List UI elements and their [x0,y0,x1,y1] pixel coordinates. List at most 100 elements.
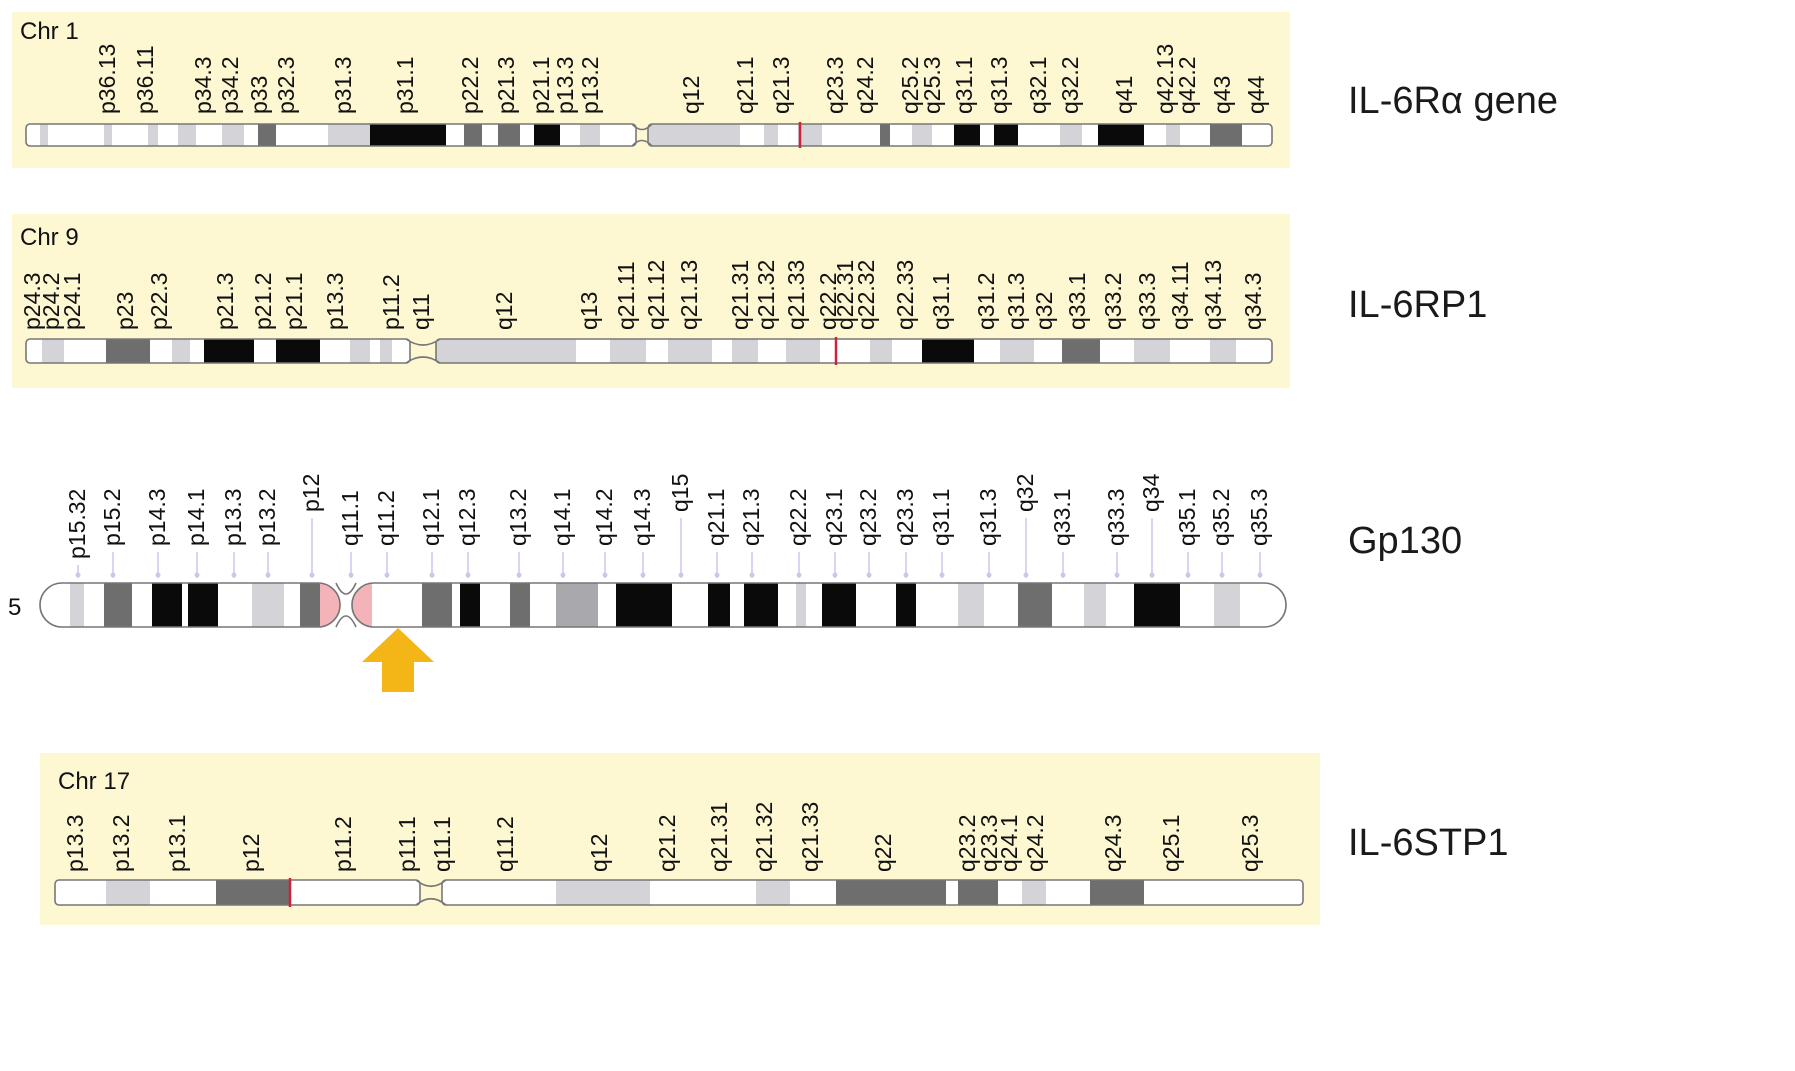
chr5-band-stalk-dot [796,572,802,578]
chr5-band-segment [1018,583,1052,627]
chr5-band-segment [480,583,510,627]
chr1-ideogram [25,122,1273,148]
chr9-band-segment [370,339,380,363]
chr5-band-segment [672,583,708,627]
chr9-band-segment [42,339,64,363]
chr5-band-segment [40,583,70,627]
chr5-band-stalk-dot [866,572,872,578]
chr1-name: Chr 1 [20,18,79,45]
chr1-band-segment [890,124,912,146]
chr1-band-segment [534,124,560,146]
chr5-band-segment [1180,583,1214,627]
chr5-band-stalk-dot [1114,572,1120,578]
chr9-band-segment [190,339,204,363]
chr1-band-segment [258,124,276,146]
chr1-band-segment [954,124,980,146]
chr1-band-segment [580,124,600,146]
chr17-band-segment [946,880,958,905]
chr5-band-stalk-dot [1023,572,1029,578]
chr5-band-segment [958,583,984,627]
chr1-band-segment [798,124,822,146]
chr5-band-stalk-dot [75,572,81,578]
chr9-band-segment [1000,339,1034,363]
chr5-band-segment [84,583,104,627]
chr5-band-segment [806,583,822,627]
chr5-band-segment [1084,583,1106,627]
chr9-band-segment [892,339,922,363]
chr5-band-stalk-dot [348,572,354,578]
chr5-band-segment [70,583,84,627]
chr9-band-segment [922,339,974,363]
chr5-band-segment [984,583,1018,627]
chr17-band-segment [836,880,946,905]
chr17-p-arm-outline [54,879,421,906]
gene-label-il6ra: IL-6Rα gene [1348,80,1558,122]
chr5-band-segment [744,583,778,627]
chr5-band-segment [1240,583,1286,627]
chr1-band-segment [48,124,104,146]
chr9-band-segment [870,339,892,363]
chr9-band-segment [1062,339,1100,363]
chr1-band-segment [244,124,258,146]
chr5-band-stalk-dot [194,572,200,578]
chr17-band-segment [1046,880,1090,905]
chr1-band-segment [498,124,520,146]
chr9-band-segment [1034,339,1062,363]
chr9-band-segment [1210,339,1236,363]
chr5-band-segment [896,583,916,627]
chr1-band-segment [482,124,498,146]
chr9-centromere [405,338,441,364]
chr17-band-segment [756,880,790,905]
chr5-band-segment [352,583,372,627]
chr5-band-segment [778,583,796,627]
chr5-band-segment [452,583,460,627]
chr5-band-segment [556,583,598,627]
chr5-band-stalk-dot [678,572,684,578]
chr5-band-segment [182,583,188,627]
chr5-band-stalk-dot [602,572,608,578]
chr5-band-segment [218,583,252,627]
chr5-band-segment [460,583,480,627]
chr9-band-segment [106,339,150,363]
chr5-band-segment [916,583,958,627]
chr9-band-segment [820,339,870,363]
chr9-band-segment [610,339,646,363]
chr1-p-arm-outline [25,123,637,147]
up-arrow-icon [362,628,434,692]
chr1-centromere [631,123,653,147]
chr5-band-segment [856,583,896,627]
chr9-band-segment [204,339,254,363]
chr9-band-segment [64,339,106,363]
chr9-band-segment [732,339,758,363]
chr1-band-segment [1166,124,1180,146]
chr1-band-segment [778,124,798,146]
chr5-band-stalk-dot [465,572,471,578]
chr1-band-segment [1018,124,1060,146]
chr1-band-segment [40,124,48,146]
chr5-band-stalk-dot [986,572,992,578]
chr1-band-segment [1144,124,1166,146]
chr5-band-segment [300,583,320,627]
chr5-band-stalk-dot [384,572,390,578]
chr1-band-segment [1180,124,1210,146]
chr5-band-segment [132,583,152,627]
chr1-band-segment [222,124,244,146]
chr5-band-stalk-dot [832,572,838,578]
chr5-band-segment [152,583,182,627]
chr5-band-segment [372,583,422,627]
gene-label-il6rp1: IL-6RP1 [1348,284,1488,326]
chr1-q-arm-outline [647,123,1273,147]
chr9-band-segment [668,339,712,363]
chr5-band-stalk-dot [265,572,271,578]
chr5-band-stalk-dot [1149,572,1155,578]
chr1-band-segment [1060,124,1082,146]
chr9-band-segment [26,339,42,363]
chr5-p-arm-outline [39,582,341,628]
chr1-band-segment [178,124,196,146]
chr17-name: Chr 17 [58,768,131,795]
chr9-band-segment [392,339,410,363]
chr1-band-segment [994,124,1018,146]
chr9-band-segment [646,339,668,363]
chr5-band-segment [510,583,530,627]
chr1-band-segment [1082,124,1098,146]
